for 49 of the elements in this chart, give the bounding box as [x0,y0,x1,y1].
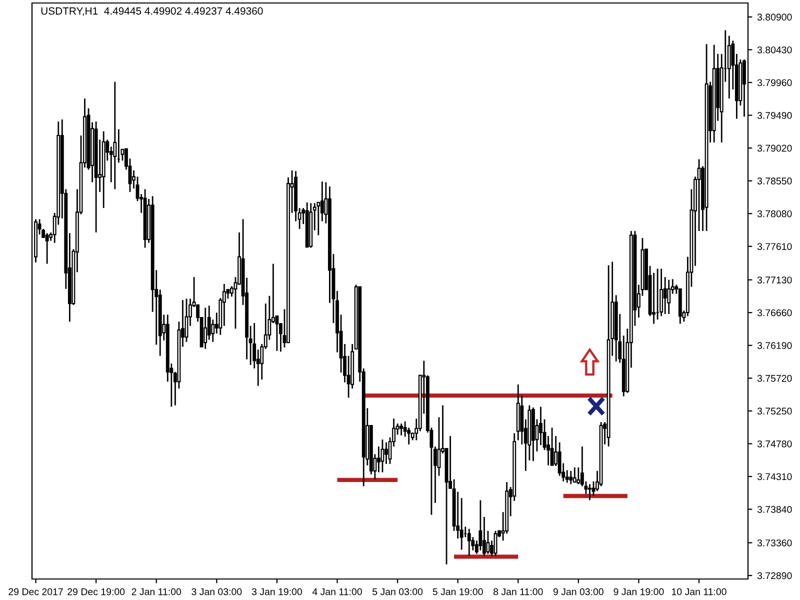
y-tick-label: 3.73360 [757,539,792,546]
y-tick-label: 3.73840 [757,506,792,513]
y-tick-label: 3.78550 [757,178,792,184]
candlestick [494,530,498,557]
x-tick-label: 4 Jan 11:00 [312,588,362,596]
y-tick-label: 3.79490 [757,112,792,119]
candlestick [667,279,671,315]
candlestick [113,81,117,190]
y-tick-label: 3.78080 [757,210,792,218]
y-tick-label: 3.76190 [757,342,792,350]
x-tick-label: 5 Jan 03:00 [372,588,423,596]
candlestick [384,442,388,465]
candlestick [569,470,573,485]
candlestick [486,530,490,555]
chart-title: USDTRY,H1 4.49445 4.49902 4.49237 4.49360 [41,7,263,16]
candlestick [316,202,320,236]
candlestick [380,438,384,474]
y-tick-label: 3.72890 [757,572,792,580]
x-tick-label: 9 Jan 03:00 [553,588,604,596]
y-tick-label: 3.75720 [757,374,792,382]
x-tick-label: 8 Jan 11:00 [494,588,543,596]
x-tick-label: 9 Jan 19:00 [614,588,664,596]
y-tick-label: 3.74310 [757,473,792,480]
y-tick-label: 3.79960 [757,79,792,86]
x-tick-label: 3 Jan 03:00 [192,588,242,596]
y-tick-label: 3.74780 [757,440,792,448]
candlestick [204,307,208,350]
candlestick [660,268,664,317]
y-tick-label: 3.80900 [757,14,792,21]
candlestick [467,528,471,557]
y-tick-label: 3.77130 [757,276,792,284]
y-tick-label: 3.75250 [757,408,792,415]
y-tick-label: 3.76660 [757,309,792,316]
y-tick-label: 3.77610 [757,243,792,250]
y-tick-label: 3.80430 [757,46,792,54]
x-tick-label: 10 Jan 11:00 [672,588,726,596]
candlestick [550,426,554,466]
x-tick-label: 3 Jan 19:00 [252,588,302,596]
candlestick [45,232,49,264]
candlestick [588,483,592,501]
candlestick [400,422,404,436]
candlestick [652,272,656,324]
candlestick [572,466,576,483]
x-tick-label: 29 Dec 19:00 [68,588,125,596]
x-tick-label: 5 Jan 19:00 [432,588,483,596]
candlestick [576,466,580,485]
x-tick-label: 29 Dec 2017 [8,588,63,596]
x-tick-label: 2 Jan 11:00 [132,588,182,596]
y-tick-label: 3.79020 [757,144,792,152]
